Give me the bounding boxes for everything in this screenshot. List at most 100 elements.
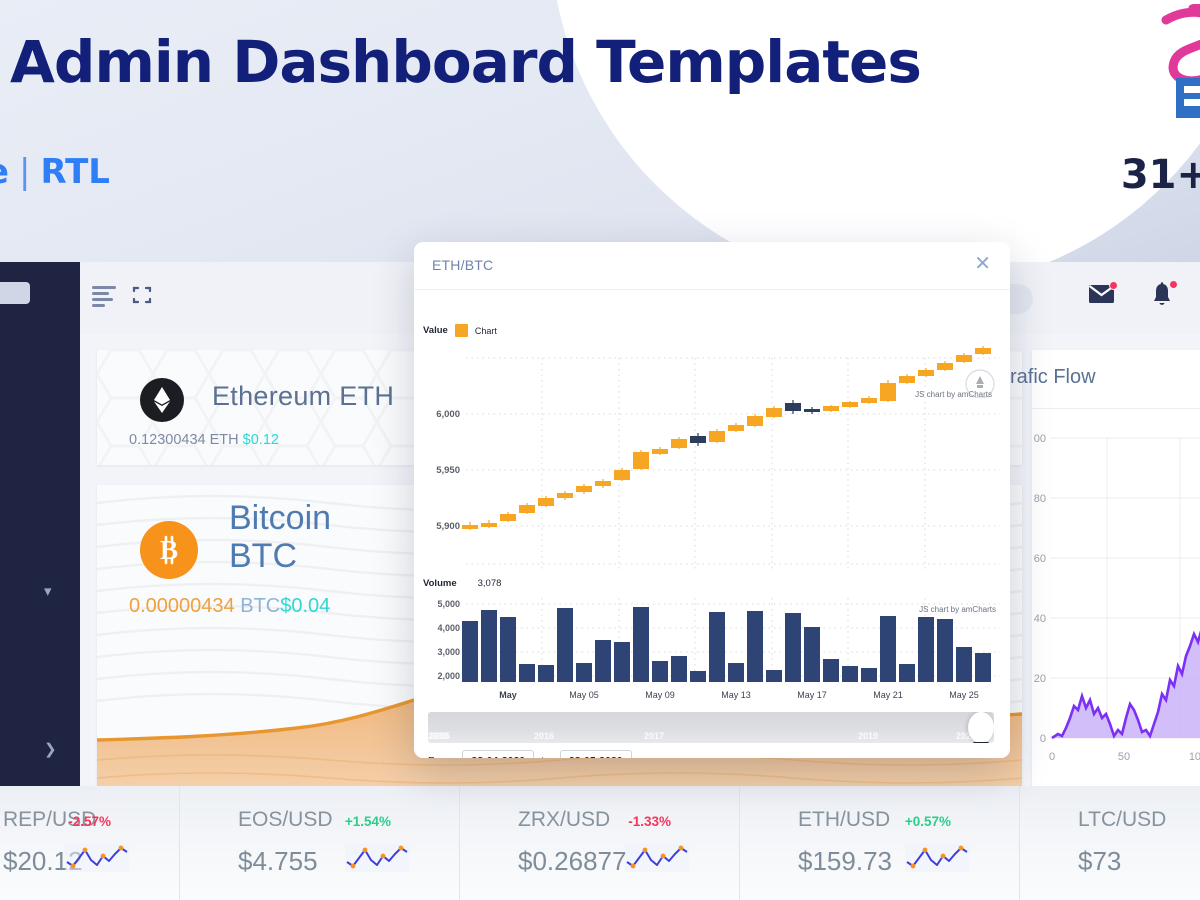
coin-stats-ethereum: 0.12300434 ETH $0.12: [129, 432, 279, 448]
svg-text:4,000: 4,000: [437, 623, 460, 633]
crypto-ticker-bar: REP/USD -2.57% $20.12 EOS/USD +1.54% $4.…: [0, 786, 1200, 900]
fullscreen-expand-icon[interactable]: [132, 285, 152, 305]
divider: [1032, 408, 1200, 409]
ticker-change: +1.54%: [344, 814, 391, 829]
sparkline-icon: [65, 844, 129, 872]
eth-btc-volume-chart: 5,000 4,000 3,000 2,000: [437, 598, 1000, 700]
date-to-input[interactable]: 28-05-2020: [559, 750, 632, 758]
ticker-pair: LTC/USD: [1078, 808, 1167, 831]
ticker-item[interactable]: REP/USD -2.57% $20.12: [0, 786, 180, 900]
svg-text:0: 0: [1040, 733, 1046, 745]
svg-text:100: 100: [1189, 751, 1200, 763]
promo-title: o Admin Dashboard Templates: [0, 28, 922, 96]
date-range-controls: From: 28-04-2020 to: 28-05-2020: [428, 750, 632, 758]
notification-bell-icon[interactable]: [1150, 280, 1178, 310]
volume-current-value: 3,078: [477, 578, 502, 589]
app-logo-icon: [0, 282, 30, 304]
trafic-flow-title: rafic Flow: [1010, 366, 1096, 388]
date-from-input[interactable]: 28-04-2020: [462, 750, 535, 758]
modal-title: ETH/BTC: [432, 257, 494, 273]
bell-badge: [1169, 280, 1178, 289]
hamburger-menu-icon[interactable]: [92, 286, 118, 307]
svg-text:May 09: May 09: [645, 690, 675, 700]
price-legend-title: Value: [423, 325, 448, 336]
chart-range-scrollbar[interactable]: 2015 2016 2017 2018 2019 2020: [428, 712, 994, 743]
ethereum-coin-icon: [140, 378, 184, 422]
svg-text:2,000: 2,000: [437, 671, 460, 681]
svg-text:0: 0: [1049, 751, 1055, 763]
scrollbar-year-label: 2017: [644, 731, 665, 741]
sparkline-icon: [905, 844, 969, 872]
svg-text:5,900: 5,900: [436, 521, 460, 532]
mail-badge: [1109, 281, 1118, 290]
svg-text:6,000: 6,000: [436, 409, 460, 420]
modal-header: ETH/BTC ✕: [414, 242, 1010, 290]
svg-text:May 17: May 17: [797, 690, 827, 700]
amcharts-watermark-price: JS chart by amCharts: [915, 390, 992, 399]
promo-banner: o Admin Dashboard Templates ite |RTL 31+: [0, 0, 1200, 262]
bitcoin-coin-icon: B: [140, 521, 198, 579]
promo-template-count: 31+: [1120, 152, 1200, 198]
script-brand-logo-icon: [1161, 4, 1200, 118]
amcharts-watermark-volume: JS chart by amCharts: [919, 605, 996, 614]
sparkline-icon: [625, 844, 689, 872]
dashboard-sidebar[interactable]: ▾ ❯: [0, 262, 80, 792]
svg-text:May 13: May 13: [721, 690, 751, 700]
svg-text:May 25: May 25: [949, 690, 979, 700]
svg-text:80: 80: [1034, 493, 1046, 505]
svg-text:5,950: 5,950: [436, 465, 460, 476]
ticker-item[interactable]: ETH/USD +0.57% $159.73: [740, 786, 1020, 900]
scrollbar-year-label: 2020: [956, 731, 977, 741]
svg-text:60: 60: [1034, 553, 1046, 565]
ticker-pair: REP/USD: [3, 808, 97, 831]
svg-text:40: 40: [1034, 613, 1046, 625]
svg-text:May: May: [499, 690, 517, 700]
chevron-right-icon[interactable]: ❯: [44, 741, 57, 758]
mail-envelope-icon[interactable]: [1088, 281, 1118, 309]
ticker-price: $4.755: [238, 846, 318, 876]
trafic-flow-panel: rafic Flow 00 80 60 40 20 0 0 50: [1010, 350, 1200, 792]
promo-subtitle-divider: |: [18, 152, 31, 192]
price-chart-legend: Value Chart: [423, 324, 497, 337]
scrollbar-grip[interactable]: [968, 712, 994, 743]
to-label: to:: [541, 755, 553, 759]
ticker-item[interactable]: LTC/USD $73: [1020, 786, 1200, 900]
modal-body: Value Chart 6,000 5,950 5,9: [414, 290, 1010, 758]
scrollbar-year-label: 2015: [430, 731, 451, 741]
coin-amount-bitcoin: 0.00000434: [129, 595, 235, 617]
scrollbar-year-label: 2019: [858, 731, 879, 741]
coin-amount-ethereum: 0.12300434: [129, 432, 206, 448]
svg-text:May 21: May 21: [873, 690, 903, 700]
ticker-pair: EOS/USD: [238, 808, 333, 831]
svg-text:May 05: May 05: [569, 690, 599, 700]
coin-name-bitcoin-line1: Bitcoin: [229, 499, 332, 537]
eth-btc-candlestick-chart: 6,000 5,950 5,900: [436, 346, 1000, 570]
ticker-change: -1.33%: [628, 814, 671, 829]
ticker-item[interactable]: ZRX/USD -1.33% $0.26877: [460, 786, 740, 900]
coin-stats-bitcoin: 0.00000434 BTC$0.04: [129, 595, 330, 618]
ticker-change: +0.57%: [904, 814, 951, 829]
coin-name-ethereum: Ethereum ETH: [212, 381, 395, 411]
ticker-pair: ETH/USD: [798, 808, 891, 831]
coin-unit-ethereum: ETH: [209, 432, 239, 448]
ticker-price: $0.26877: [518, 846, 627, 876]
volume-legend-title: Volume: [423, 578, 457, 589]
from-label: From:: [428, 755, 455, 759]
svg-text:00: 00: [1034, 433, 1046, 445]
promo-subtitle: ite |RTL: [0, 152, 110, 192]
ticker-item[interactable]: EOS/USD +1.54% $4.755: [180, 786, 460, 900]
chevron-down-icon[interactable]: ▾: [44, 583, 52, 600]
ticker-pair: ZRX/USD: [518, 808, 611, 831]
scrollbar-year-label: 2018: [428, 731, 449, 741]
coin-fiat-bitcoin: $0.04: [280, 595, 331, 617]
close-icon[interactable]: ✕: [974, 253, 991, 275]
price-legend-series: Chart: [474, 325, 497, 336]
ticker-price: $73: [1078, 846, 1122, 876]
legend-color-swatch: [454, 324, 468, 337]
promo-subtitle-left: ite: [0, 152, 9, 192]
coin-name-bitcoin: Bitcoin BTC: [229, 499, 331, 575]
scrollbar-year-label: 2016: [534, 731, 555, 741]
svg-text:20: 20: [1034, 673, 1046, 685]
coin-fiat-ethereum: $0.12: [242, 432, 279, 448]
ticker-change: -2.57%: [68, 814, 111, 829]
